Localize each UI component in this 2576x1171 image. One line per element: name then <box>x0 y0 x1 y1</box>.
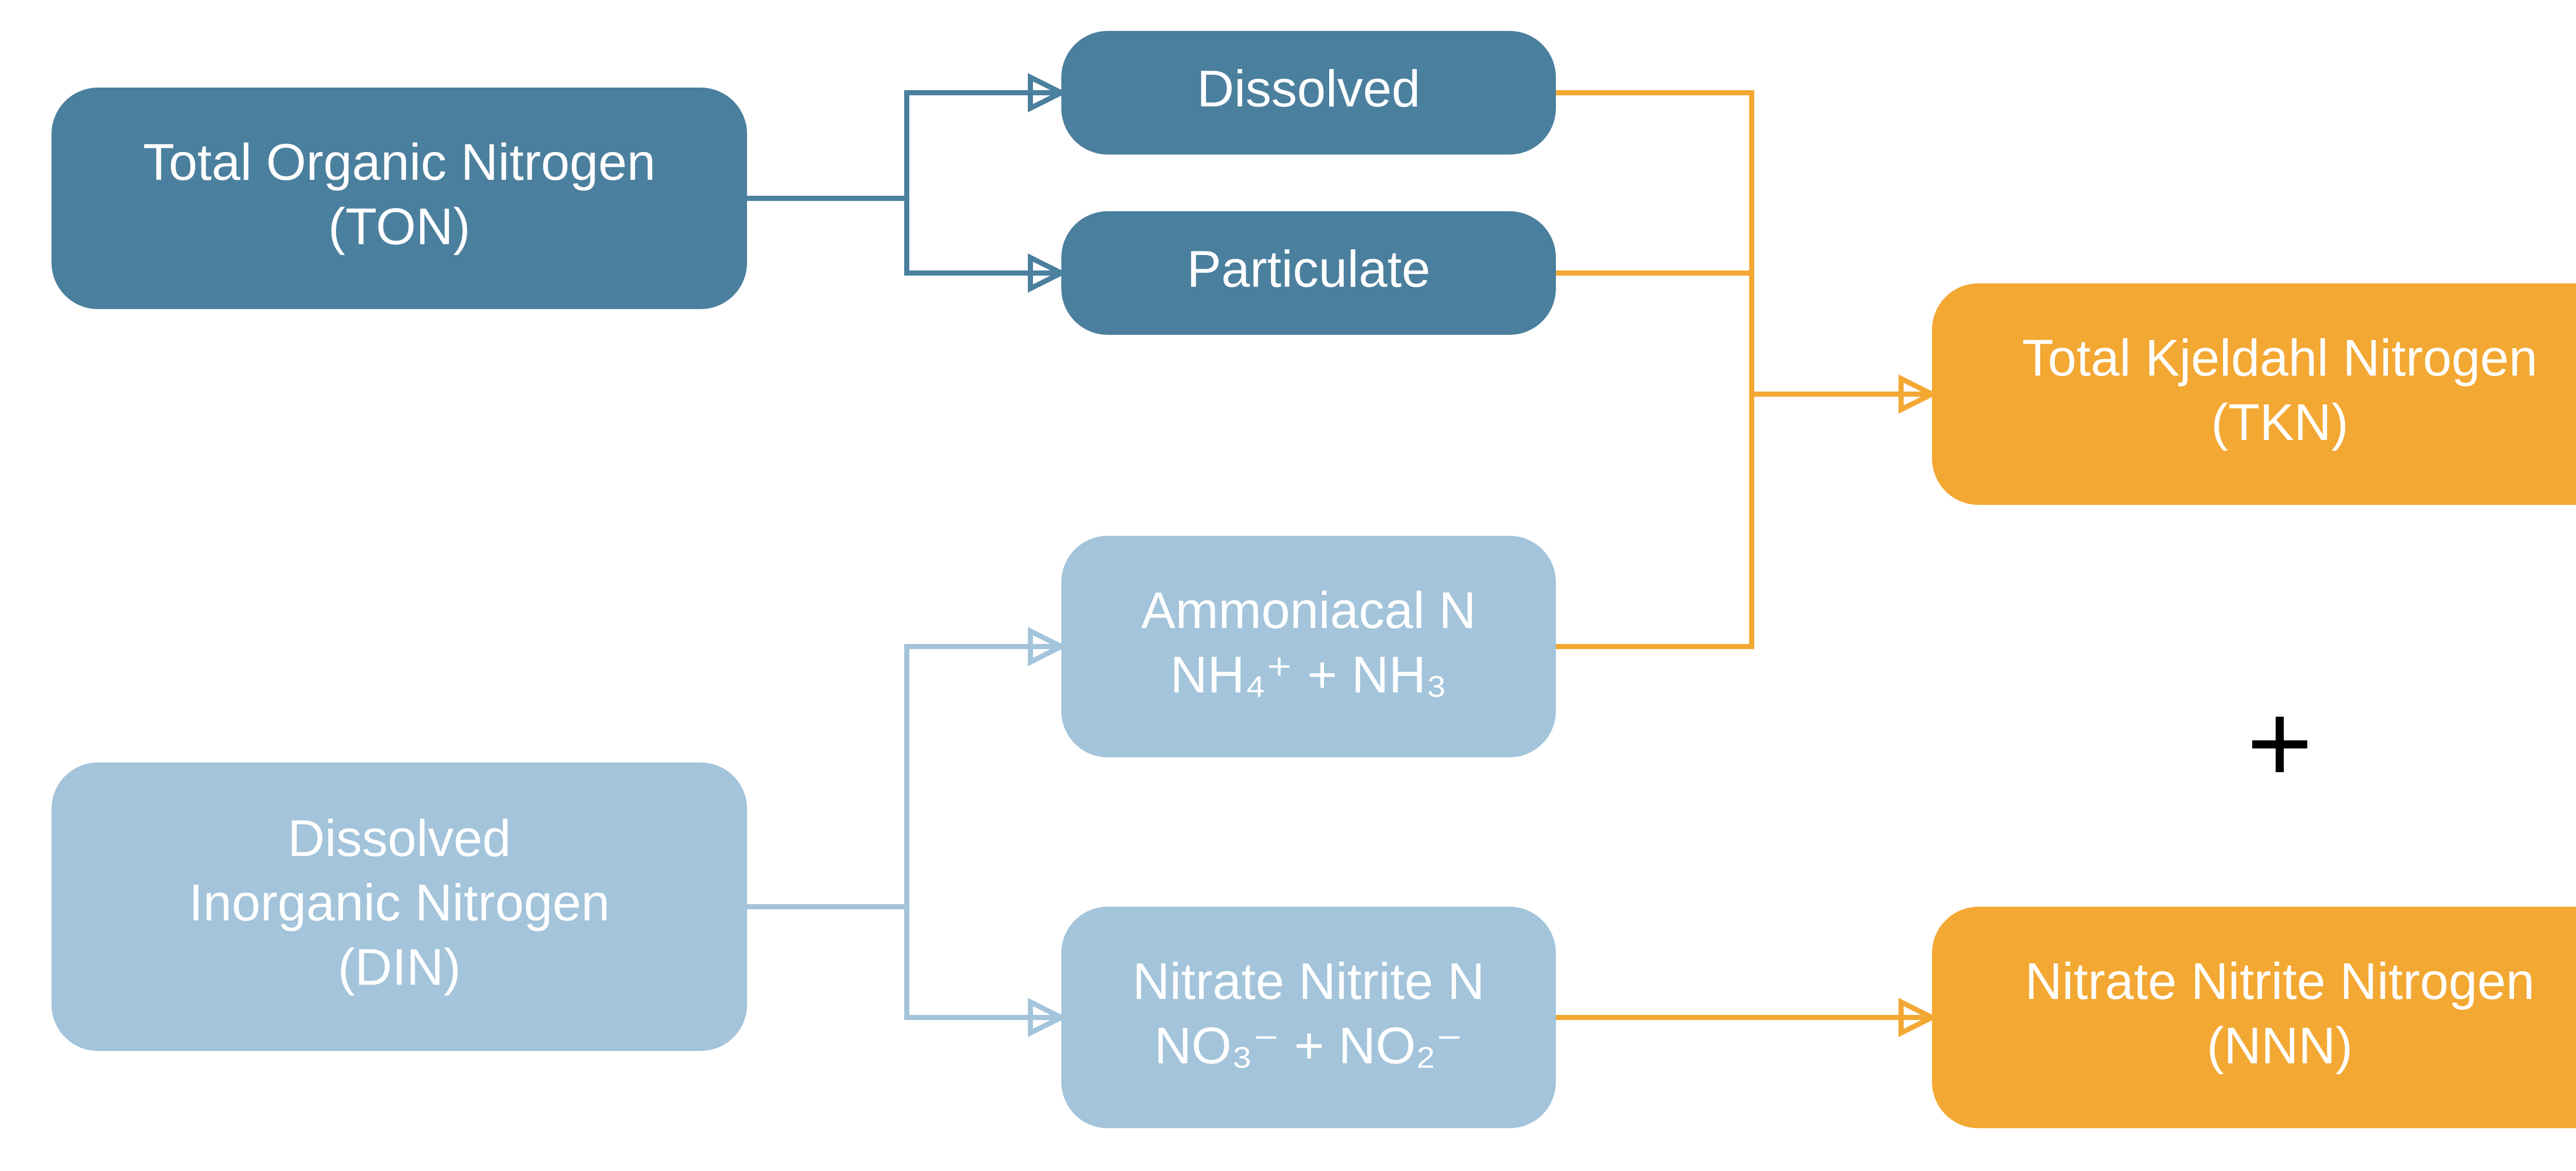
node-din-label-2: (DIN) <box>338 938 461 996</box>
connector-dissolved-to-tkn <box>1556 93 1932 394</box>
node-din-label-1: Inorganic Nitrogen <box>189 874 609 931</box>
node-nitrate_n-label-0: Nitrate Nitrite N <box>1132 953 1484 1010</box>
operator-plus: + <box>2247 680 2313 806</box>
node-nnn-label-0: Nitrate Nitrite Nitrogen <box>2025 953 2534 1010</box>
node-particulate-label-0: Particulate <box>1187 240 1430 298</box>
node-tkn-label-1: (TKN) <box>2211 394 2349 451</box>
node-ammoniacal: Ammoniacal N NH₄⁺ + NH₃ <box>1061 536 1556 757</box>
node-dissolved-label-0: Dissolved <box>1197 60 1420 117</box>
connector-ton-to-particulate <box>747 198 1061 273</box>
connector-ton-to-dissolved <box>747 93 1061 198</box>
node-dissolved: Dissolved <box>1061 31 1556 155</box>
node-tkn: Total Kjeldahl Nitrogen (TKN) <box>1932 283 2576 505</box>
connector-particulate-to-tkn <box>1556 273 1932 394</box>
nitrogen-components-flowchart: Total Organic Nitrogen (TON) Dissolved Part… <box>0 0 2576 1171</box>
connector-ammoniacal-to-tkn <box>1556 394 1932 647</box>
node-tkn-label-0: Total Kjeldahl Nitrogen <box>2022 329 2538 387</box>
node-ammoniacal-label-0: Ammoniacal N <box>1141 582 1476 639</box>
node-nitrate_n-label-1: NO₃⁻ + NO₂⁻ <box>1154 1017 1463 1075</box>
node-ton: Total Organic Nitrogen (TON) <box>52 88 747 309</box>
node-nnn-label-1: (NNN) <box>2207 1017 2352 1075</box>
connector-din-to-nitrate_n <box>747 907 1061 1017</box>
node-din-label-0: Dissolved <box>287 809 511 867</box>
node-din: Dissolved Inorganic Nitrogen (DIN) <box>52 762 747 1051</box>
node-ton-label-0: Total Organic Nitrogen <box>143 133 656 191</box>
node-nnn: Nitrate Nitrite Nitrogen (NNN) <box>1932 907 2576 1128</box>
node-particulate: Particulate <box>1061 211 1556 335</box>
node-ton-label-1: (TON) <box>328 198 470 256</box>
node-nitrate_n: Nitrate Nitrite N NO₃⁻ + NO₂⁻ <box>1061 907 1556 1128</box>
connector-din-to-ammoniacal <box>747 647 1061 907</box>
node-ammoniacal-label-1: NH₄⁺ + NH₃ <box>1170 646 1447 704</box>
